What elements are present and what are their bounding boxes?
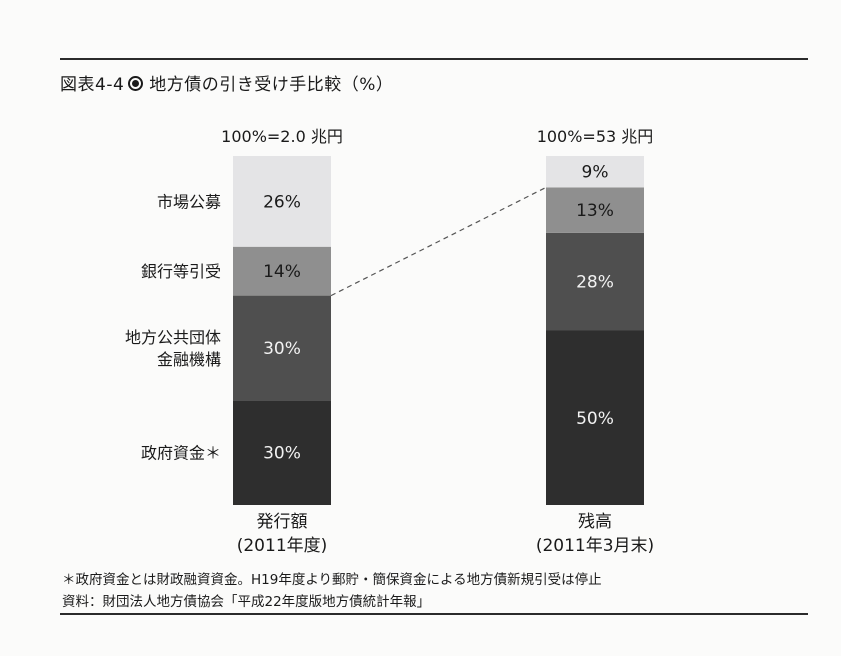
series-label: 地方公共団体 (125, 328, 221, 347)
bullet-icon (128, 76, 144, 91)
series-label: 市場公募 (157, 192, 221, 211)
category-label: 発行額 (257, 512, 308, 532)
figure-title-text: 地方債の引き受け手比較（%） (149, 75, 394, 95)
category-sublabel: (2011年度) (237, 536, 328, 556)
category-sublabel: (2011年3月末) (536, 536, 654, 556)
bar-segment (546, 330, 644, 505)
data-label: 28% (576, 273, 614, 293)
series-label: 金融機構 (157, 350, 221, 369)
bar-segment (546, 156, 644, 188)
figure-number: 図表4-4 (60, 75, 125, 95)
bar-segment (546, 232, 644, 331)
data-label: 50% (576, 409, 614, 429)
data-label: 14% (263, 262, 301, 282)
series-label: 政府資金＊ (141, 444, 221, 463)
figure-title: 図表4-4 地方債の引き受け手比較（%） (60, 70, 393, 95)
data-label: 30% (263, 444, 301, 464)
bar-segment (233, 246, 331, 296)
data-label: 13% (576, 201, 614, 221)
bar-segment (233, 400, 331, 505)
bottom-rule (60, 613, 808, 615)
bar-segment (546, 187, 644, 233)
data-label: 9% (582, 163, 609, 183)
bar-segment (233, 156, 331, 247)
bar-segment (233, 295, 331, 401)
data-label: 30% (263, 339, 301, 359)
series-label: 銀行等引受 (141, 262, 221, 281)
bar-total-label: 100%=2.0 兆円 (221, 127, 343, 146)
source-note: 資料：財団法人地方債協会「平成22年度版地方債統計年報」 (62, 594, 431, 610)
bar-total-label: 100%=53 兆円 (537, 127, 654, 146)
top-rule (60, 58, 808, 60)
dashed-connector (330, 186, 547, 297)
footnote: ＊政府資金とは財政融資資金。H19年度より郵貯・簡保資金による地方債新規引受は停… (62, 572, 602, 588)
category-label: 残高 (578, 512, 612, 532)
data-label: 26% (263, 192, 301, 212)
